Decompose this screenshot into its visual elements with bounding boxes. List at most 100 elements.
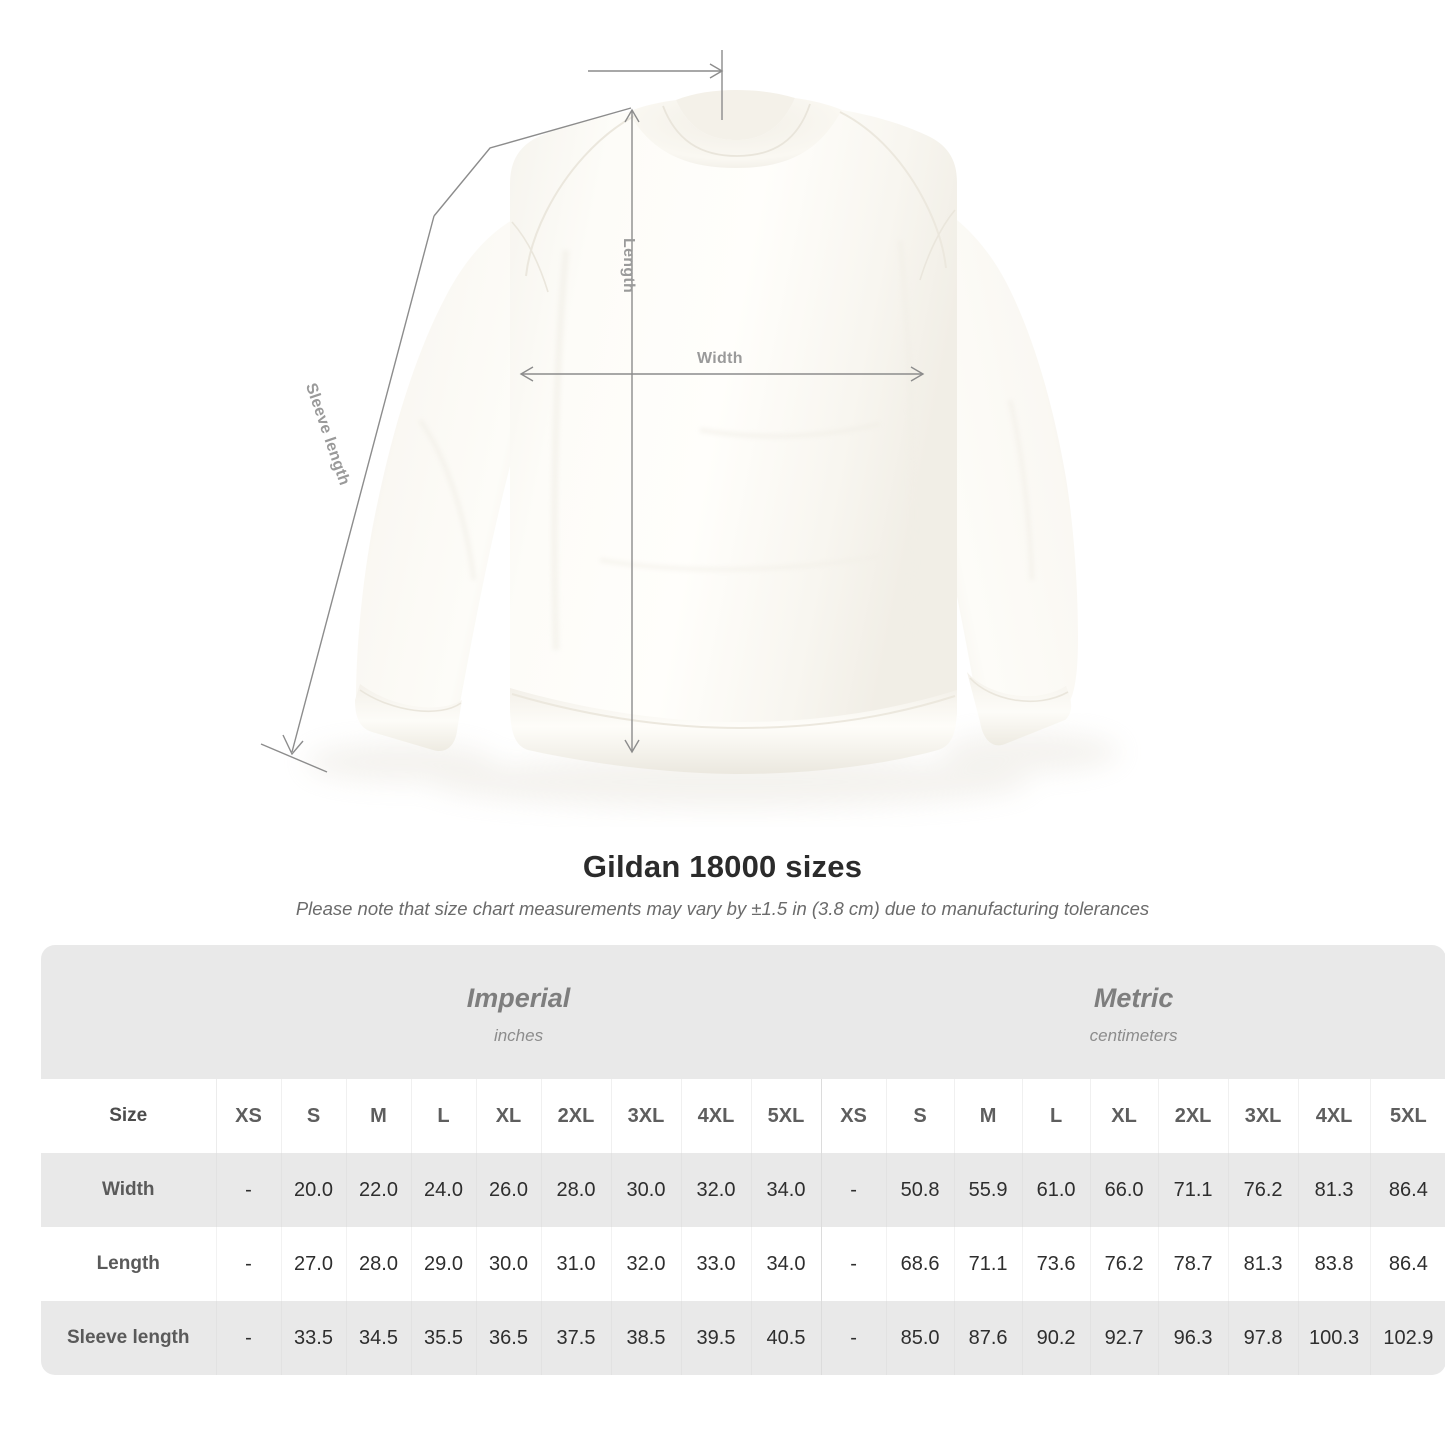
cell-length-imp-l: 29.0 xyxy=(411,1227,477,1301)
cell-sleeve-met-l: 90.2 xyxy=(1022,1301,1091,1375)
body xyxy=(510,110,957,772)
header-metric-4xl: 4XL xyxy=(1298,1079,1371,1153)
cell-length-imp-xl: 30.0 xyxy=(476,1227,542,1301)
header-metric-5xl: 5XL xyxy=(1370,1079,1445,1153)
cell-length-met-m: 71.1 xyxy=(954,1227,1023,1301)
neck-opening xyxy=(676,90,795,140)
header-metric-2xl: 2XL xyxy=(1158,1079,1229,1153)
garment-diagram: Length Width Sleeve length xyxy=(260,50,1120,808)
cell-width-met-l: 61.0 xyxy=(1022,1153,1091,1227)
row-label-length: Length xyxy=(41,1227,217,1301)
header-imperial-m: M xyxy=(346,1079,412,1153)
banner-spacer-left xyxy=(41,945,216,1079)
left-cuff-seam xyxy=(359,689,462,713)
header-metric-m: M xyxy=(954,1079,1023,1153)
cell-width-imp-xl: 26.0 xyxy=(476,1153,542,1227)
collar-inner-line xyxy=(662,103,811,157)
cell-sleeve-met-3xl: 97.8 xyxy=(1228,1301,1299,1375)
cell-length-imp-5xl: 34.0 xyxy=(751,1227,822,1301)
cell-sleeve-imp-xl: 36.5 xyxy=(476,1301,542,1375)
cell-width-met-4xl: 81.3 xyxy=(1298,1153,1371,1227)
width-arrow-right xyxy=(910,366,925,382)
cell-width-imp-xs: - xyxy=(216,1153,282,1227)
header-imperial-l: L xyxy=(411,1079,477,1153)
cell-width-imp-s: 20.0 xyxy=(281,1153,347,1227)
header-metric-s: S xyxy=(886,1079,955,1153)
table-row: Sleeve length - 33.5 34.5 35.5 36.5 37.5… xyxy=(41,1301,1445,1375)
cell-width-imp-4xl: 32.0 xyxy=(681,1153,752,1227)
header-imperial-3xl: 3XL xyxy=(611,1079,682,1153)
cell-sleeve-met-4xl: 100.3 xyxy=(1298,1301,1371,1375)
cell-length-imp-3xl: 32.0 xyxy=(611,1227,682,1301)
sleeve-line xyxy=(291,215,435,753)
cell-sleeve-met-2xl: 96.3 xyxy=(1158,1301,1229,1375)
cell-length-met-2xl: 78.7 xyxy=(1158,1227,1229,1301)
header-size-label: Size xyxy=(41,1079,217,1153)
collar-ribbing xyxy=(628,98,842,168)
sweatshirt-illustration xyxy=(260,50,1120,808)
metric-unit-sub: centimeters xyxy=(1089,1025,1178,1045)
length-label: Length xyxy=(620,238,637,294)
cell-width-imp-m: 22.0 xyxy=(346,1153,412,1227)
cell-width-met-2xl: 71.1 xyxy=(1158,1153,1229,1227)
left-cuff xyxy=(355,684,462,752)
left-sleeve xyxy=(356,208,552,749)
width-arrow-left xyxy=(519,366,534,382)
imperial-banner: Imperial inches xyxy=(216,945,822,1079)
sleeve-arrow-head xyxy=(282,734,304,756)
shoulder-leader xyxy=(433,107,632,217)
cell-sleeve-met-xl: 92.7 xyxy=(1090,1301,1159,1375)
cell-sleeve-imp-4xl: 39.5 xyxy=(681,1301,752,1375)
cell-sleeve-imp-5xl: 40.5 xyxy=(751,1301,822,1375)
cell-width-met-5xl: 86.4 xyxy=(1370,1153,1445,1227)
cell-sleeve-met-5xl: 102.9 xyxy=(1370,1301,1445,1375)
cell-length-imp-s: 27.0 xyxy=(281,1227,347,1301)
size-header-row: Size XS S M L XL 2XL 3XL 4XL 5XL XS S M … xyxy=(41,1079,1445,1153)
cell-length-met-s: 68.6 xyxy=(886,1227,955,1301)
header-metric-3xl: 3XL xyxy=(1228,1079,1299,1153)
row-label-width: Width xyxy=(41,1153,217,1227)
cell-sleeve-imp-m: 34.5 xyxy=(346,1301,412,1375)
cell-width-met-xl: 66.0 xyxy=(1090,1153,1159,1227)
cell-length-met-3xl: 81.3 xyxy=(1228,1227,1299,1301)
header-imperial-4xl: 4XL xyxy=(681,1079,752,1153)
header-metric-xl: XL xyxy=(1090,1079,1159,1153)
cell-length-met-4xl: 83.8 xyxy=(1298,1227,1371,1301)
metric-banner: Metric centimeters xyxy=(821,945,1445,1079)
table-row: Length - 27.0 28.0 29.0 30.0 31.0 32.0 3… xyxy=(41,1227,1445,1301)
unit-banner-row: Imperial inches Metric centimeters xyxy=(41,945,1445,1079)
cell-sleeve-imp-s: 33.5 xyxy=(281,1301,347,1375)
cell-length-imp-2xl: 31.0 xyxy=(541,1227,612,1301)
width-label: Width xyxy=(697,350,743,367)
sleeve-end-tick xyxy=(260,743,328,773)
cell-sleeve-met-s: 85.0 xyxy=(886,1301,955,1375)
header-imperial-5xl: 5XL xyxy=(751,1079,822,1153)
size-table-container: Imperial inches Metric centimeters Size … xyxy=(41,945,1445,1375)
cell-length-met-l: 73.6 xyxy=(1022,1227,1091,1301)
cell-length-imp-xs: - xyxy=(216,1227,282,1301)
cell-sleeve-imp-xs: - xyxy=(216,1301,282,1375)
left-shoulder-seam xyxy=(525,115,635,277)
measurement-lines xyxy=(260,50,925,773)
imperial-unit-name: Imperial xyxy=(466,982,571,1013)
cell-width-met-s: 50.8 xyxy=(886,1153,955,1227)
size-table: Imperial inches Metric centimeters Size … xyxy=(41,945,1445,1375)
cell-width-met-m: 55.9 xyxy=(954,1153,1023,1227)
metric-unit-name: Metric xyxy=(1093,982,1174,1013)
cell-width-imp-2xl: 28.0 xyxy=(541,1153,612,1227)
page-title: Gildan 18000 sizes xyxy=(582,849,863,884)
cell-width-imp-l: 24.0 xyxy=(411,1153,477,1227)
header-imperial-xl: XL xyxy=(476,1079,542,1153)
cell-width-met-3xl: 76.2 xyxy=(1228,1153,1299,1227)
length-arrow-bottom xyxy=(624,739,640,754)
tolerance-note: Please note that size chart measurements… xyxy=(295,898,1150,919)
cell-length-imp-4xl: 33.0 xyxy=(681,1227,752,1301)
header-metric-l: L xyxy=(1022,1079,1091,1153)
cell-length-met-5xl: 86.4 xyxy=(1370,1227,1445,1301)
table-row: Width - 20.0 22.0 24.0 26.0 28.0 30.0 32… xyxy=(41,1153,1445,1227)
cell-sleeve-met-xs: - xyxy=(821,1301,887,1375)
cell-sleeve-imp-3xl: 38.5 xyxy=(611,1301,682,1375)
right-cuff-seam xyxy=(969,677,1069,703)
cell-length-imp-m: 28.0 xyxy=(346,1227,412,1301)
